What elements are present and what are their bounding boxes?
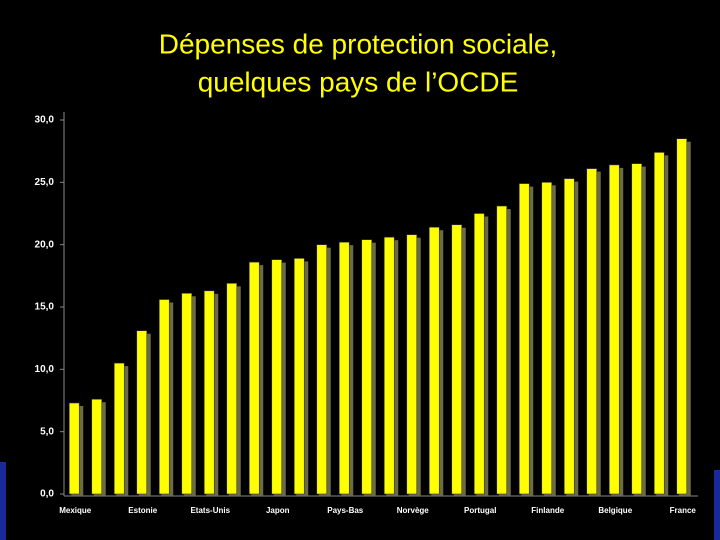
- x-tick-label: Pays-Bas: [327, 506, 364, 515]
- y-tick-label: 30,0: [35, 115, 55, 126]
- x-tick-label: Estonie: [128, 506, 157, 515]
- y-tick-label: 15,0: [35, 302, 55, 313]
- bar: [248, 261, 260, 495]
- bar: [496, 205, 508, 495]
- x-tick-label: Norvège: [397, 506, 430, 515]
- x-tick-label: Mexique: [59, 506, 92, 515]
- bar: [518, 183, 530, 495]
- x-tick-label: Etats-Unis: [190, 506, 230, 515]
- bar: [338, 241, 350, 495]
- bar: [563, 178, 575, 495]
- y-tick-label: 10,0: [35, 364, 55, 375]
- bar: [158, 299, 170, 495]
- y-tick-label: 0,0: [40, 489, 54, 500]
- bar: [586, 168, 598, 495]
- bar: [406, 234, 418, 495]
- y-tick-label: 20,0: [35, 239, 55, 250]
- bar: [113, 362, 125, 495]
- bar: [361, 239, 373, 495]
- bar: [226, 283, 238, 495]
- x-tick-label: Belgique: [598, 506, 632, 515]
- chart-title: quelques pays de l’OCDE: [198, 66, 519, 97]
- bar: [316, 244, 328, 495]
- bar: [653, 152, 665, 495]
- bar: [608, 164, 620, 495]
- bar: [676, 138, 688, 495]
- x-tick-label: Japon: [266, 506, 290, 515]
- bar: [68, 402, 80, 495]
- corner-decoration: [0, 462, 6, 540]
- bar: [136, 330, 148, 495]
- x-tick-label: Portugal: [464, 506, 496, 515]
- bar: [293, 258, 305, 495]
- bar: [91, 398, 103, 495]
- x-tick-label: France: [670, 506, 697, 515]
- bar: [203, 290, 215, 495]
- bar: [451, 224, 463, 495]
- x-tick-label: Finlande: [531, 506, 564, 515]
- bar: [383, 236, 395, 495]
- bar: [271, 259, 283, 495]
- y-tick-label: 5,0: [40, 426, 54, 437]
- bar: [473, 213, 485, 495]
- corner-decoration: [714, 470, 720, 540]
- bar: [631, 163, 643, 495]
- bar: [181, 292, 193, 495]
- y-tick-label: 25,0: [35, 177, 55, 188]
- bar: [428, 226, 440, 495]
- chart-title: Dépenses de protection sociale,: [159, 28, 557, 59]
- bar: [541, 182, 553, 495]
